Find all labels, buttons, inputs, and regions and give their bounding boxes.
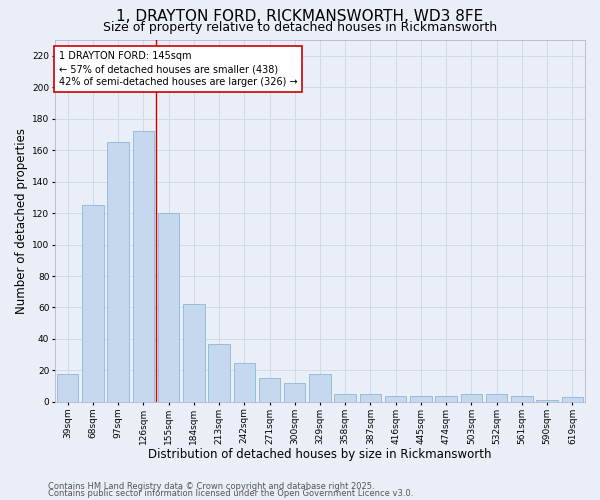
Bar — [82, 205, 104, 402]
Bar — [410, 396, 431, 402]
Bar — [284, 383, 305, 402]
Y-axis label: Number of detached properties: Number of detached properties — [15, 128, 28, 314]
Text: 1 DRAYTON FORD: 145sqm
← 57% of detached houses are smaller (438)
42% of semi-de: 1 DRAYTON FORD: 145sqm ← 57% of detached… — [59, 51, 298, 88]
Bar — [259, 378, 280, 402]
Bar — [562, 397, 583, 402]
Bar — [360, 394, 381, 402]
Bar — [57, 374, 79, 402]
Text: Size of property relative to detached houses in Rickmansworth: Size of property relative to detached ho… — [103, 21, 497, 34]
X-axis label: Distribution of detached houses by size in Rickmansworth: Distribution of detached houses by size … — [148, 448, 492, 461]
Text: 1, DRAYTON FORD, RICKMANSWORTH, WD3 8FE: 1, DRAYTON FORD, RICKMANSWORTH, WD3 8FE — [116, 9, 484, 24]
Bar — [208, 344, 230, 402]
Bar — [334, 394, 356, 402]
Bar — [107, 142, 129, 402]
Bar — [536, 400, 558, 402]
Bar — [183, 304, 205, 402]
Text: Contains public sector information licensed under the Open Government Licence v3: Contains public sector information licen… — [48, 490, 413, 498]
Bar — [436, 396, 457, 402]
Bar — [309, 374, 331, 402]
Bar — [486, 394, 508, 402]
Bar — [133, 132, 154, 402]
Text: Contains HM Land Registry data © Crown copyright and database right 2025.: Contains HM Land Registry data © Crown c… — [48, 482, 374, 491]
Bar — [385, 396, 406, 402]
Bar — [233, 362, 255, 402]
Bar — [461, 394, 482, 402]
Bar — [158, 213, 179, 402]
Bar — [511, 396, 533, 402]
